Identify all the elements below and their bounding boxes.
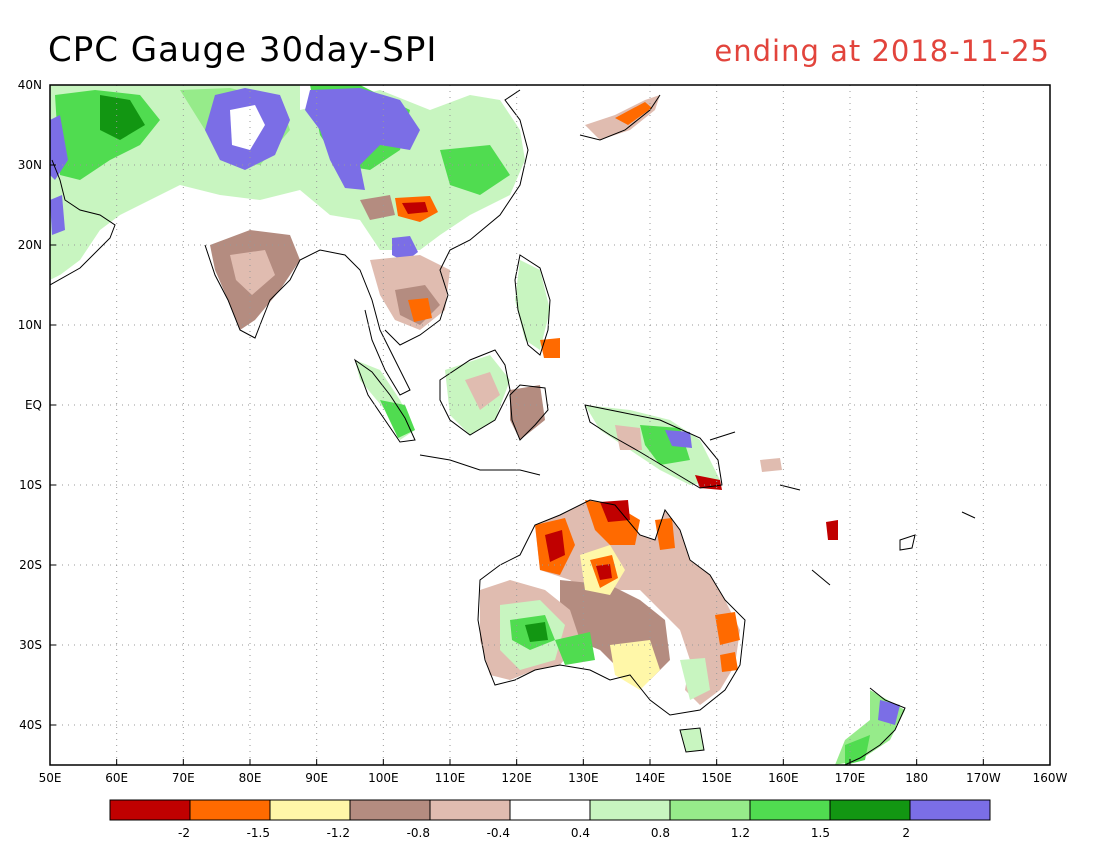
lat-axis: 40N 30N 20N 10N EQ 10S 20S 30S 40S [18,78,56,732]
lat-tick-label: 40S [19,718,42,732]
legend-label: 0.4 [571,826,590,840]
lon-tick-label: 90E [305,771,328,785]
legend-label: -0.4 [487,826,510,840]
lon-tick-label: 110E [435,771,466,785]
lon-tick-label: 120E [501,771,532,785]
legend-swatch [509,799,591,821]
lon-tick-label: 130E [568,771,599,785]
lat-tick-label: 40N [18,78,42,92]
legend-label: -0.8 [407,826,430,840]
lon-tick-label: 140E [635,771,666,785]
lon-tick-label: 170W [966,771,1001,785]
legend-label: 0.8 [651,826,670,840]
legend-swatch [589,799,671,821]
lon-axis: 50E 60E 70E 80E 90E 100E 110E 120E 130E 140E 150E 1… [39,759,1068,785]
legend-label: -1.2 [327,826,350,840]
legend-label: 1.2 [731,826,750,840]
lon-tick-label: 60E [105,771,128,785]
lon-tick-label: 80E [239,771,262,785]
legend-swatch [269,799,351,821]
legend-swatch [429,799,511,821]
legend-label: 2 [902,826,910,840]
coastlines [50,89,976,765]
legend-swatch [909,799,991,821]
lat-tick-label: 30N [18,158,42,172]
lon-tick-label: 70E [172,771,195,785]
lon-tick-label: 160E [768,771,799,785]
legend-label: -2 [178,826,190,840]
color-legend: -2 -1.5 -1.2 -0.8 -0.4 0.4 0.8 1.2 1.5 2 [109,799,991,840]
lat-tick-label: 10S [19,478,42,492]
lon-tick-label: 170E [835,771,866,785]
map-frame [49,84,1051,766]
legend-swatch [349,799,431,821]
legend-swatch [669,799,751,821]
lat-tick-label: 20N [18,238,42,252]
lon-tick-label: 100E [368,771,399,785]
lat-tick-label: 10N [18,318,42,332]
lon-tick-label: 50E [39,771,62,785]
legend-label: -1.5 [247,826,270,840]
lat-tick-label: 30S [19,638,42,652]
legend-swatch [109,799,191,821]
legend-swatch [749,799,831,821]
spi-fields [50,85,905,765]
lat-tick-label: EQ [25,398,42,412]
lon-tick-label: 180 [905,771,928,785]
lon-tick-label: 160W [1033,771,1068,785]
map-title: CPC Gauge 30day-SPI [48,30,438,70]
legend-swatch [829,799,911,821]
lat-tick-label: 20S [19,558,42,572]
legend-swatch [189,799,271,821]
map-subtitle: ending at 2018-11-25 [714,34,1050,68]
lon-tick-label: 150E [701,771,732,785]
legend-label: 1.5 [811,826,830,840]
